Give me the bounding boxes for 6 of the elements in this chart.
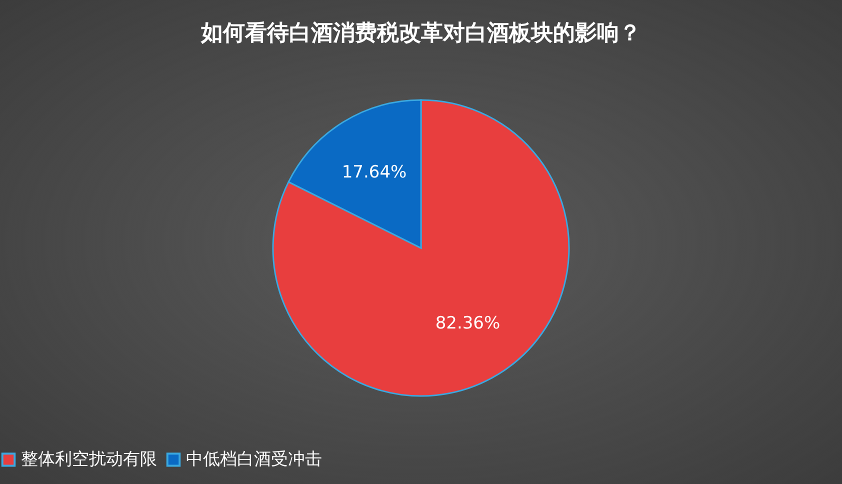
legend-label: 中低档白酒受冲击 — [186, 450, 322, 470]
data-label: 82.36% — [435, 314, 500, 334]
legend-label: 整体利空扰动有限 — [21, 450, 157, 470]
data-label: 17.64% — [342, 162, 407, 182]
pie-slice — [272, 99, 570, 397]
chart-title: 如何看待白酒消费税改革对白酒板块的影响？ — [200, 21, 641, 46]
